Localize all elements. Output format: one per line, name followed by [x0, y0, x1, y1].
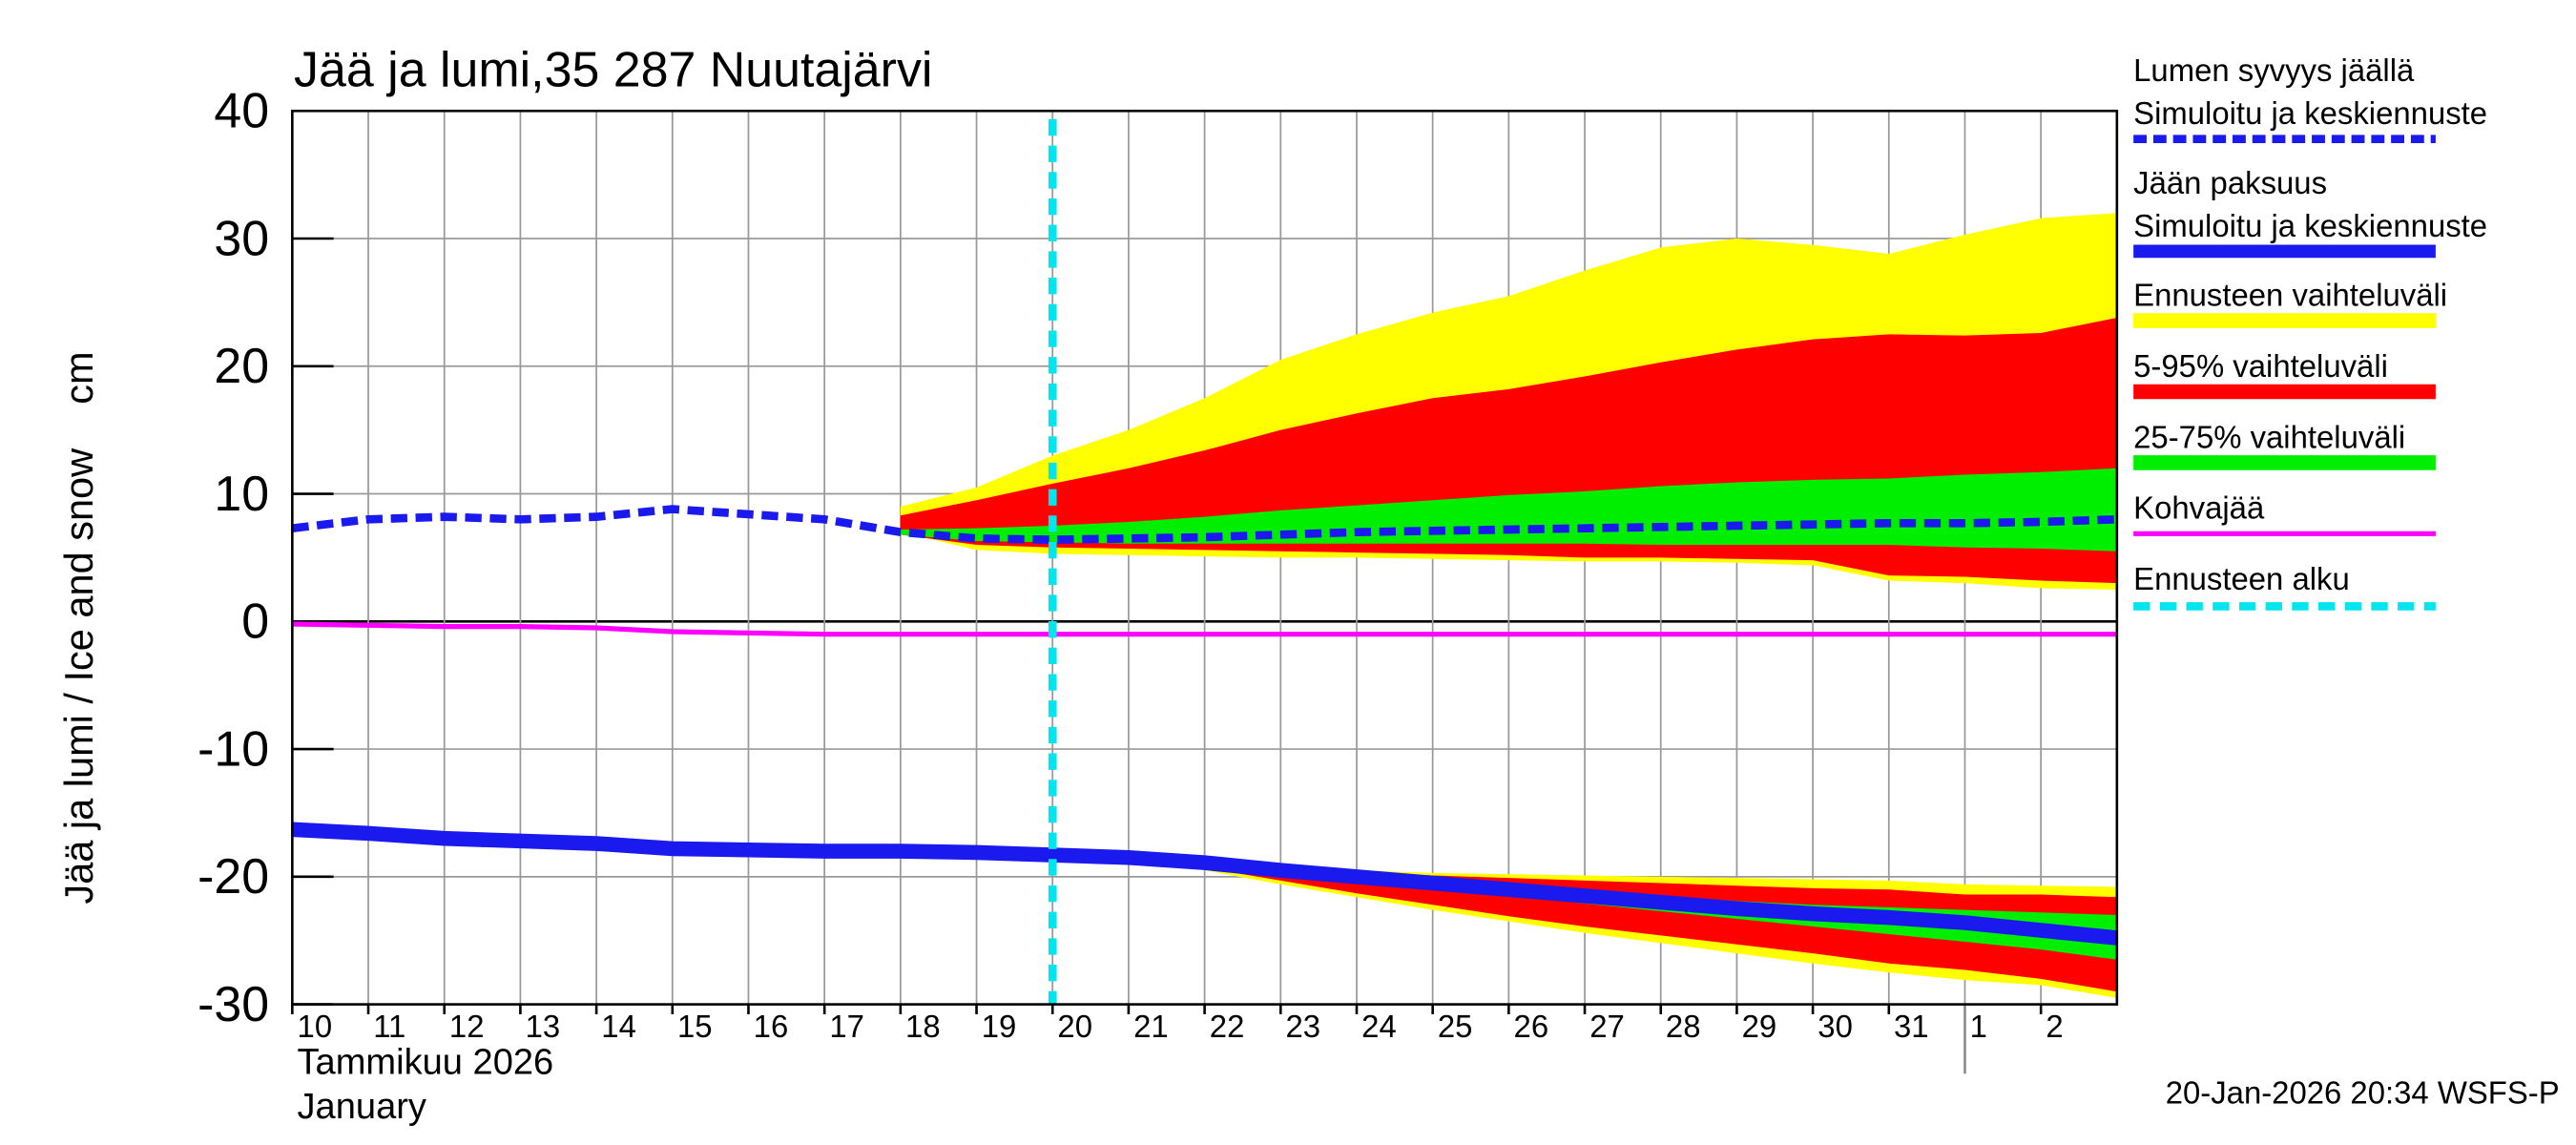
- x-tick-label: 22: [1210, 1009, 1245, 1044]
- plot-frame: [291, 109, 2119, 1006]
- x-tick-label: 19: [982, 1009, 1017, 1044]
- legend-label: Lumen syvyys jäällä: [2133, 52, 2415, 88]
- x-tick-label: 17: [829, 1009, 864, 1044]
- x-tick-label: 25: [1438, 1009, 1473, 1044]
- x-tick-label: 26: [1514, 1009, 1549, 1044]
- x-tick-label: 15: [677, 1009, 713, 1044]
- x-tick-label: 21: [1133, 1009, 1169, 1044]
- x-tick-label: 18: [905, 1009, 941, 1044]
- band-area: [1052, 853, 2117, 992]
- x-tick-label: 2: [2046, 1009, 2063, 1044]
- x-tick-label: 23: [1285, 1009, 1320, 1044]
- x-tick-label: 16: [754, 1009, 789, 1044]
- y-tick-label: -30: [197, 977, 269, 1032]
- y-tick-label: 30: [214, 211, 269, 266]
- series-line: [292, 621, 2117, 637]
- series-line: [291, 822, 2118, 946]
- x-tick-label: 10: [298, 1009, 333, 1044]
- y-tick-label: 20: [214, 339, 269, 394]
- x-axis-label-en: January: [298, 1087, 426, 1127]
- x-tick-label: 29: [1742, 1009, 1777, 1044]
- x-tick-label: 27: [1589, 1009, 1625, 1044]
- x-tick-label: 1: [1970, 1009, 1987, 1044]
- y-tick-label: 0: [241, 594, 269, 650]
- legend-label: Jään paksuus: [2133, 165, 2327, 200]
- legend-label: Simuloitu ja keskiennuste: [2133, 95, 2487, 131]
- x-axis-label: Tammikuu 2026: [298, 1042, 554, 1082]
- x-tick-label: 28: [1666, 1009, 1701, 1044]
- x-tick-label: 24: [1361, 1009, 1397, 1044]
- footer: 20-Jan-2026 20:34 WSFS-P: [2166, 1074, 2560, 1110]
- chart-title: Jää ja lumi,35 287 Nuutajärvi: [294, 42, 932, 97]
- y-tick-label: -20: [197, 849, 269, 905]
- y-tick-label: -10: [197, 721, 269, 777]
- x-tick-label: 31: [1894, 1009, 1929, 1044]
- legend-label: Kohvajää: [2133, 490, 2265, 526]
- legend-label: Ennusteen vaihteluväli: [2133, 277, 2447, 312]
- y-tick-label: 10: [214, 467, 269, 522]
- x-tick-label: 12: [449, 1009, 485, 1044]
- legend-label: Ennusteen alku: [2133, 561, 2350, 596]
- band-area: [900, 468, 2117, 552]
- y-axis-label: Jää ja lumi / Ice and snow cm: [56, 351, 101, 904]
- legend-label: 25-75% vaihteluväli: [2133, 419, 2405, 454]
- x-tick-label: 20: [1057, 1009, 1092, 1044]
- legend-label: 5-95% vaihteluväli: [2133, 348, 2388, 384]
- y-tick-label: 40: [214, 84, 269, 139]
- x-tick-label: 11: [373, 1009, 405, 1044]
- x-tick-label: 30: [1818, 1009, 1853, 1044]
- series-line: [291, 505, 2117, 545]
- x-tick-label: 14: [601, 1009, 636, 1044]
- x-tick-label: 13: [526, 1009, 561, 1044]
- legend-label: Simuloitu ja keskiennuste: [2133, 208, 2487, 243]
